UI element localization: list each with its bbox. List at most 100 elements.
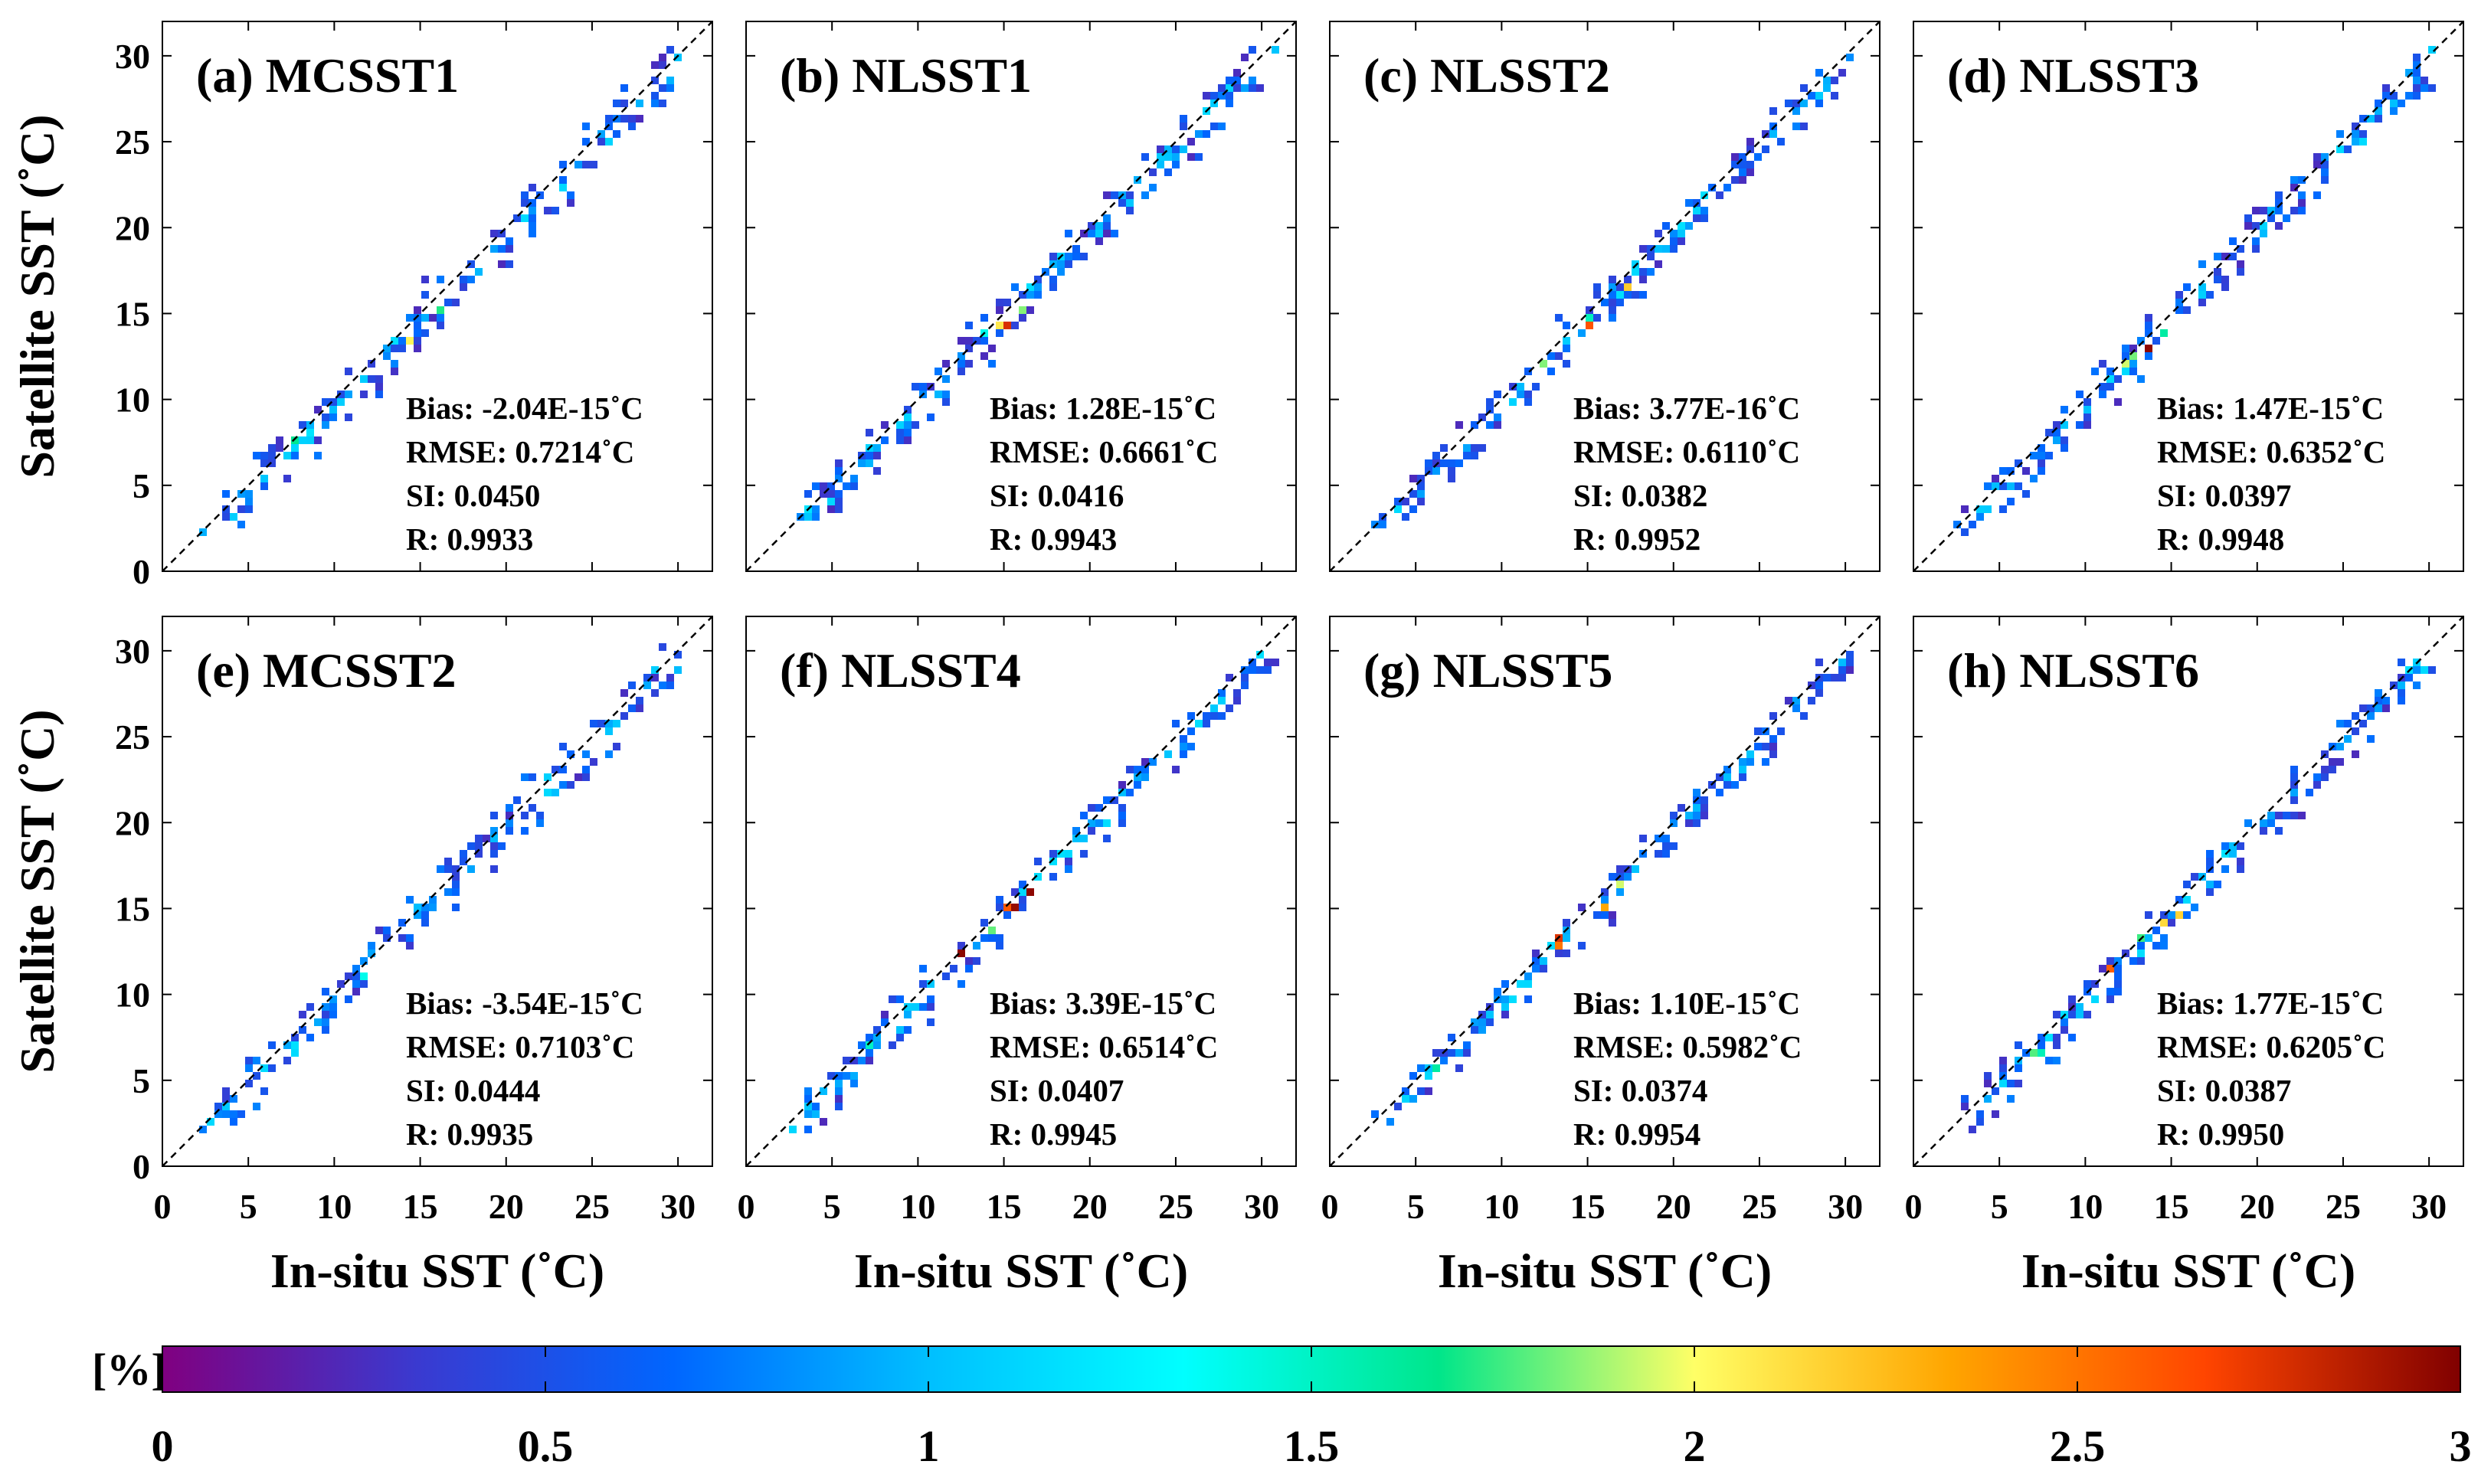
density-cell (1800, 712, 1808, 720)
density-cell (2038, 1041, 2045, 1049)
x-tick-label: 30 (2411, 1187, 2447, 1226)
density-cell (2252, 245, 2260, 253)
density-cell (980, 337, 988, 345)
density-cell (896, 429, 904, 436)
density-cell (1011, 888, 1019, 896)
panel-statistic: Bias: -3.54E-15˚C (406, 986, 643, 1021)
density-cell (2375, 107, 2382, 115)
density-cell (2336, 758, 2344, 766)
density-cell (444, 858, 452, 865)
density-cell (1593, 911, 1601, 919)
density-cell (620, 100, 628, 107)
colorbar-tick-label: 0.5 (518, 1421, 574, 1471)
density-cell (2007, 467, 2015, 475)
density-cell (2083, 413, 2091, 421)
density-cell (1731, 176, 1739, 184)
density-cell (1402, 1095, 1409, 1103)
density-cell (804, 1103, 812, 1110)
density-cell (2375, 115, 2382, 123)
density-cell (1731, 781, 1739, 789)
density-cell (2359, 115, 2367, 123)
density-cell (1379, 521, 1386, 528)
density-cell (375, 927, 383, 934)
y-tick-label: 0 (133, 1147, 150, 1186)
density-cell (904, 1026, 912, 1034)
density-cell (444, 865, 452, 873)
density-cell (2290, 812, 2298, 819)
density-cell (1417, 1087, 1425, 1095)
density-cell (820, 482, 827, 490)
density-cell (1057, 268, 1065, 276)
density-cell (2045, 452, 2053, 459)
panel-statistic: RMSE: 0.6205˚C (2157, 1029, 2385, 1064)
density-cell (1678, 230, 1685, 237)
density-cell (1187, 712, 1195, 720)
density-cell (245, 1064, 253, 1072)
density-cell (605, 123, 613, 130)
density-cell (2359, 130, 2367, 138)
panel-statistic: R: 0.9954 (1573, 1116, 1700, 1152)
density-cell (996, 934, 1003, 942)
density-cell (214, 1110, 222, 1118)
density-cell (574, 773, 582, 781)
density-cell (2283, 812, 2290, 819)
density-cell (1141, 191, 1149, 199)
x-tick-label: 25 (2326, 1187, 2361, 1226)
density-cell (1034, 858, 1042, 865)
density-cell (1049, 873, 1057, 881)
density-cell (2290, 766, 2298, 773)
density-cell (521, 214, 529, 222)
density-cell (2206, 291, 2214, 299)
density-cell (1754, 743, 1762, 750)
density-cell (843, 1072, 850, 1080)
density-cell (590, 720, 597, 727)
density-cell (260, 452, 268, 459)
density-cell (942, 375, 950, 383)
density-cell (2398, 100, 2405, 107)
density-cell (1601, 904, 1609, 911)
density-cell (1080, 253, 1088, 260)
density-cell (651, 689, 659, 697)
density-cell (1141, 153, 1149, 161)
density-cell (1203, 92, 1210, 100)
density-cell (2160, 934, 2168, 942)
density-cell (2260, 819, 2267, 827)
density-cell (414, 911, 421, 919)
density-cell (1417, 490, 1425, 498)
density-cell (2083, 980, 2091, 988)
density-cell (1371, 1110, 1379, 1118)
density-cell (636, 697, 643, 704)
density-cell (283, 452, 291, 459)
density-cell (896, 436, 904, 444)
density-cell (368, 950, 375, 957)
density-cell (1218, 712, 1226, 720)
density-cell (1425, 1087, 1432, 1095)
panel-statistic: SI: 0.0397 (2157, 478, 2291, 513)
density-cell (659, 643, 666, 651)
density-cell (866, 1041, 873, 1049)
density-cell (1409, 1095, 1417, 1103)
density-cell (1723, 781, 1731, 789)
density-cell (276, 444, 283, 452)
density-cell (896, 1026, 904, 1034)
x-tick-label: 0 (738, 1187, 755, 1226)
density-cell (1394, 498, 1402, 505)
density-cell (322, 1011, 329, 1018)
density-cell (2076, 1003, 2083, 1011)
density-cell (1088, 827, 1095, 835)
panel-statistic: Bias: 1.77E-15˚C (2157, 986, 2384, 1021)
density-cell (1509, 398, 1517, 406)
density-cell (1976, 1110, 1984, 1118)
density-cell (1180, 743, 1187, 750)
density-cell (299, 436, 306, 444)
density-cell (965, 337, 973, 345)
x-tick-label: 20 (1072, 1187, 1108, 1226)
density-cell (2015, 482, 2022, 490)
density-cell (2152, 927, 2160, 934)
density-cell (2206, 850, 2214, 858)
panel-e: 0 5 10 15 20 25 30 0 5 10 15 20 25 30 In-situ SST (˚C)… (10, 616, 713, 1298)
x-tick-label: 5 (1407, 1187, 1425, 1226)
density-cell (1746, 138, 1754, 145)
density-cell (1049, 850, 1057, 858)
density-cell (820, 1118, 827, 1126)
